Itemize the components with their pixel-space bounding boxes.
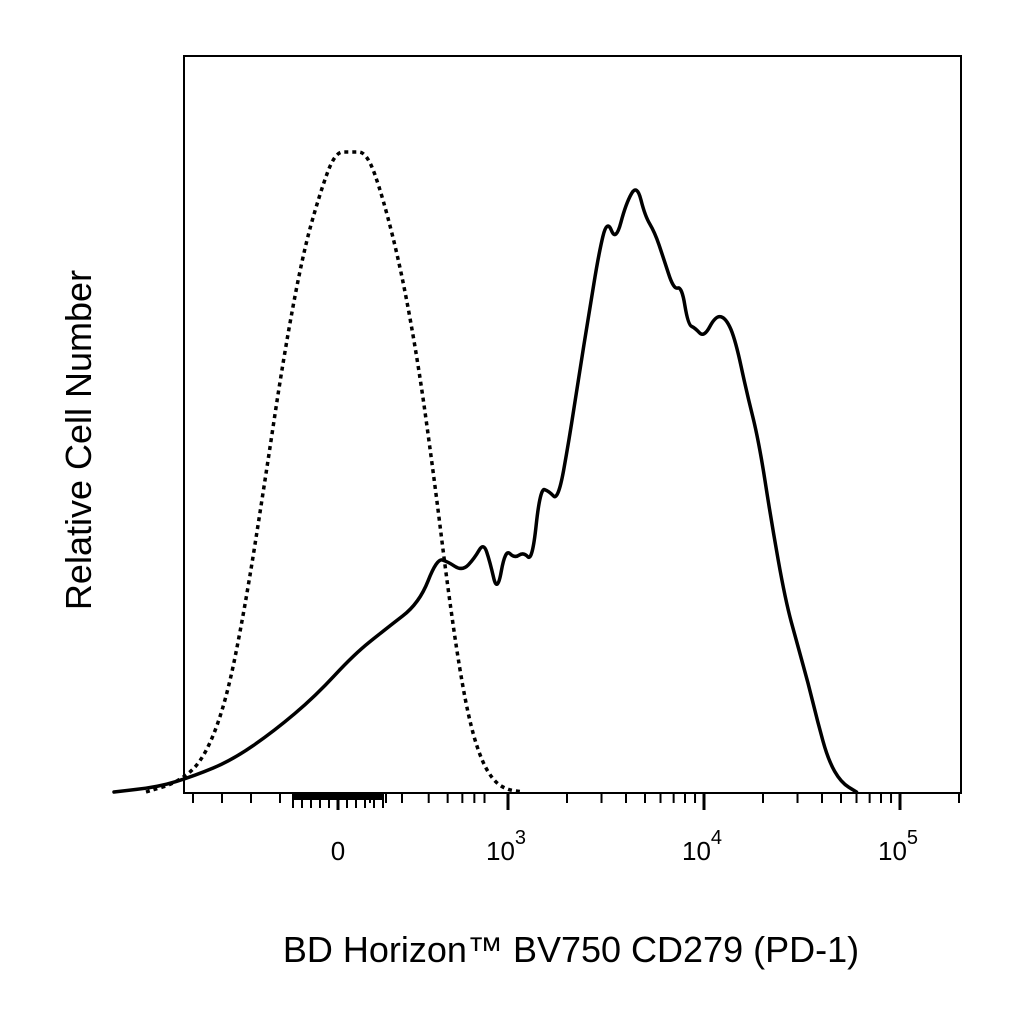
x-axis-label: BD Horizon™ BV750 CD279 (PD-1) <box>283 929 859 970</box>
plot-frame <box>183 55 962 794</box>
x-tick-label: 105 <box>878 827 918 866</box>
histogram-curves <box>112 150 859 794</box>
isotype-control-curve <box>145 150 524 794</box>
x-tick-label: 103 <box>486 827 526 866</box>
x-tick-label: 0 <box>331 836 345 866</box>
x-zero-tick-cluster <box>294 794 382 800</box>
x-tick-label: 104 <box>682 827 722 866</box>
y-axis-label: Relative Cell Number <box>58 270 99 610</box>
x-axis-tick-labels: 0 103 104 105 <box>331 827 918 866</box>
stained-sample-curve <box>112 188 859 794</box>
x-axis-ticks <box>192 794 961 810</box>
